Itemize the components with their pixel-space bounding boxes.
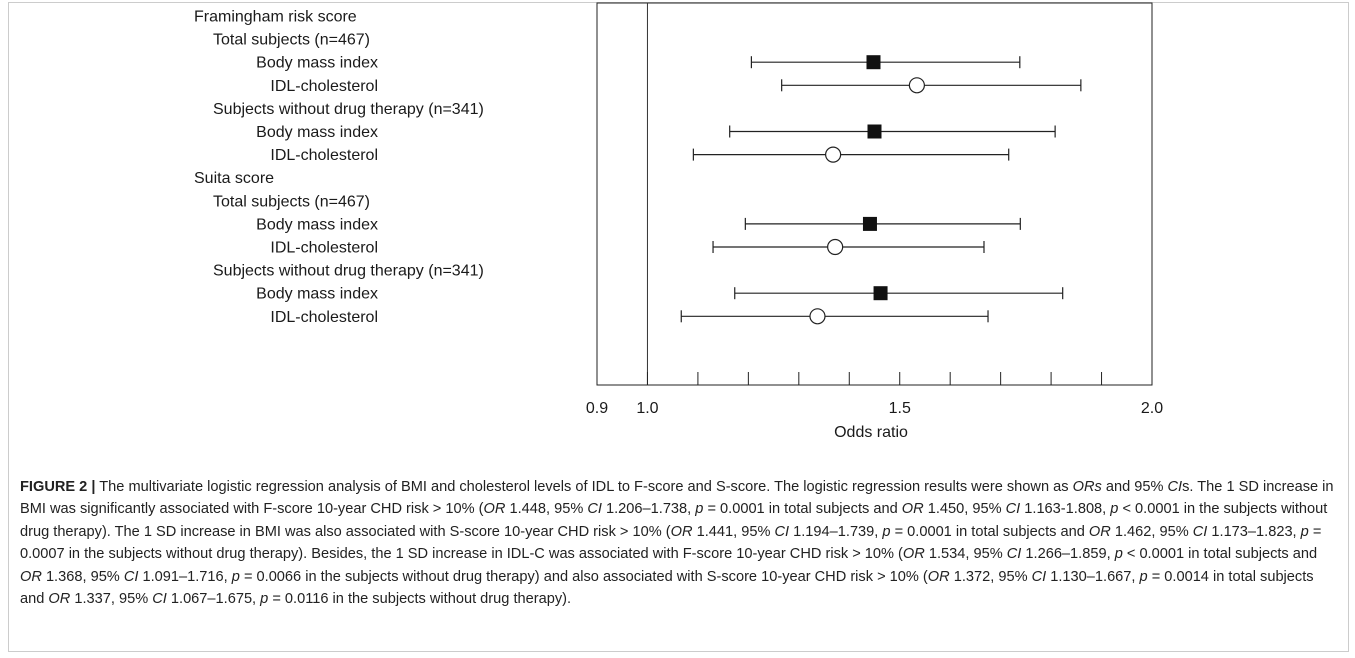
caption-segment: 1.372, 95% xyxy=(949,568,1032,585)
caption-segment: 1.450, 95% xyxy=(923,501,1006,518)
tick-label: 1.0 xyxy=(636,400,658,417)
or-point-square xyxy=(862,216,877,231)
caption-segment: 1.163-1.808, xyxy=(1020,501,1111,518)
caption-segment: p xyxy=(231,568,240,585)
forest-plot: Framingham risk score Total subjects (n=4… xyxy=(194,2,1163,441)
caption-segment: CI xyxy=(587,501,602,518)
caption-segment: 1.091–1.716, xyxy=(138,568,232,585)
caption-segment: The multivariate logistic regression ana… xyxy=(95,479,1073,495)
caption-segment: CI xyxy=(1167,479,1183,495)
tick-label: 0.9 xyxy=(586,400,608,417)
caption-segment: s. The 1 SD increase in BMI was signific… xyxy=(20,479,1334,518)
subgroup-heading: Total subjects (n=467) xyxy=(213,32,370,49)
caption-segment: 1.173–1.823, xyxy=(1207,523,1301,540)
group-heading: Suita score xyxy=(194,170,274,187)
caption-segment: CI xyxy=(1006,546,1022,563)
x-axis-label: Odds ratio xyxy=(834,424,908,441)
caption-segment: p xyxy=(882,523,891,540)
or-point-circle xyxy=(809,308,826,325)
row-label: Body mass index xyxy=(256,55,378,72)
x-axis-ticks xyxy=(596,372,1153,385)
caption-segment: < 0.0001 in the subjects without drug th… xyxy=(20,501,1328,540)
or-point-circle xyxy=(825,146,842,163)
caption-segment: = 0.0001 in total subjects and xyxy=(703,501,902,518)
caption-segment: = 0.0116 in the subjects without drug th… xyxy=(268,591,572,608)
caption-segment: 1.441, 95% xyxy=(692,523,775,540)
caption-segment: p xyxy=(1300,523,1309,540)
caption-segment: ORs xyxy=(1072,479,1102,495)
caption-segment: 1.194–1.739, xyxy=(789,523,883,540)
caption-segment: = 0.0014 in total subjects and xyxy=(20,568,1314,608)
or-point-circle xyxy=(908,77,925,94)
row-label: IDL-cholesterol xyxy=(270,147,378,164)
tick-label: 2.0 xyxy=(1141,400,1163,417)
row-label: IDL-cholesterol xyxy=(270,78,378,95)
subgroup-heading: Subjects without drug therapy (n=341) xyxy=(213,263,484,280)
row-label: Body mass index xyxy=(256,124,378,141)
caption-segment: < 0.0001 in total subjects and xyxy=(1122,546,1318,563)
caption-segment: 1.206–1.738, xyxy=(601,501,696,518)
subgroup-heading: Total subjects (n=467) xyxy=(213,193,370,210)
caption-segment: 1.067–1.675, xyxy=(166,591,261,608)
caption-segment: p xyxy=(260,591,269,608)
caption-segment: 1.462, 95% xyxy=(1110,523,1193,540)
caption-segment: OR xyxy=(1088,523,1111,540)
x-axis-tick-labels: 0.9 1.0 1.5 2.0 xyxy=(586,400,1163,417)
caption-segment: OR xyxy=(670,523,693,540)
caption-segment: CI xyxy=(774,523,790,540)
or-point-square xyxy=(866,55,881,70)
caption-segment: = 0.0007 in the subjects without drug th… xyxy=(20,523,1322,563)
caption-segment: CI xyxy=(152,591,167,608)
caption-segment: CI xyxy=(123,568,139,585)
caption-segment: OR xyxy=(48,591,71,608)
tick-label: 1.5 xyxy=(889,400,911,417)
caption-segment: = 0.0066 in the subjects without drug th… xyxy=(239,568,928,585)
row-label: Body mass index xyxy=(256,216,378,233)
caption-segment: OR xyxy=(483,501,506,518)
subgroup-heading: Subjects without drug therapy (n=341) xyxy=(213,101,484,118)
row-labels: Framingham risk score Total subjects (n=4… xyxy=(194,9,484,326)
or-point-square xyxy=(873,286,888,301)
caption-segment: CI xyxy=(1031,568,1047,585)
caption-segment: p xyxy=(695,501,704,518)
caption-segment: 1.368, 95% xyxy=(41,568,124,585)
caption-segment: CI xyxy=(1005,501,1021,518)
row-label: Body mass index xyxy=(256,286,378,303)
caption-label: FIGURE 2 | xyxy=(20,479,96,495)
caption-segment: OR xyxy=(927,568,950,585)
caption-segment: 1.266–1.859, xyxy=(1021,546,1115,563)
figure-caption: FIGURE 2 | The multivariate logistic reg… xyxy=(20,476,1338,610)
caption-segment: p xyxy=(1110,501,1119,518)
data-marks xyxy=(680,55,1082,325)
caption-segment: OR xyxy=(20,568,42,585)
row-label: IDL-cholesterol xyxy=(270,240,378,257)
caption-segment: 1.337, 95% xyxy=(70,591,153,608)
caption-segment: and 95% xyxy=(1101,479,1168,495)
caption-segment: 1.130–1.667, xyxy=(1046,568,1140,585)
plot-frame xyxy=(596,2,1153,386)
caption-segment: = 0.0001 in total subjects and xyxy=(890,523,1089,540)
or-point-circle xyxy=(827,238,844,256)
group-heading: Framingham risk score xyxy=(194,9,357,26)
caption-segment: 1.448, 95% xyxy=(505,501,588,518)
or-point-square xyxy=(867,124,882,139)
caption-segment: OR xyxy=(901,501,924,518)
row-label: IDL-cholesterol xyxy=(270,309,378,326)
caption-segment: p xyxy=(1114,546,1123,563)
caption-segment: CI xyxy=(1192,523,1208,540)
caption-segment: p xyxy=(1139,568,1148,585)
caption-segment: 1.534, 95% xyxy=(924,546,1007,563)
caption-segment: OR xyxy=(902,546,925,563)
figure-frame xyxy=(8,2,1349,652)
caption-body: The multivariate logistic regression ana… xyxy=(20,479,1334,607)
